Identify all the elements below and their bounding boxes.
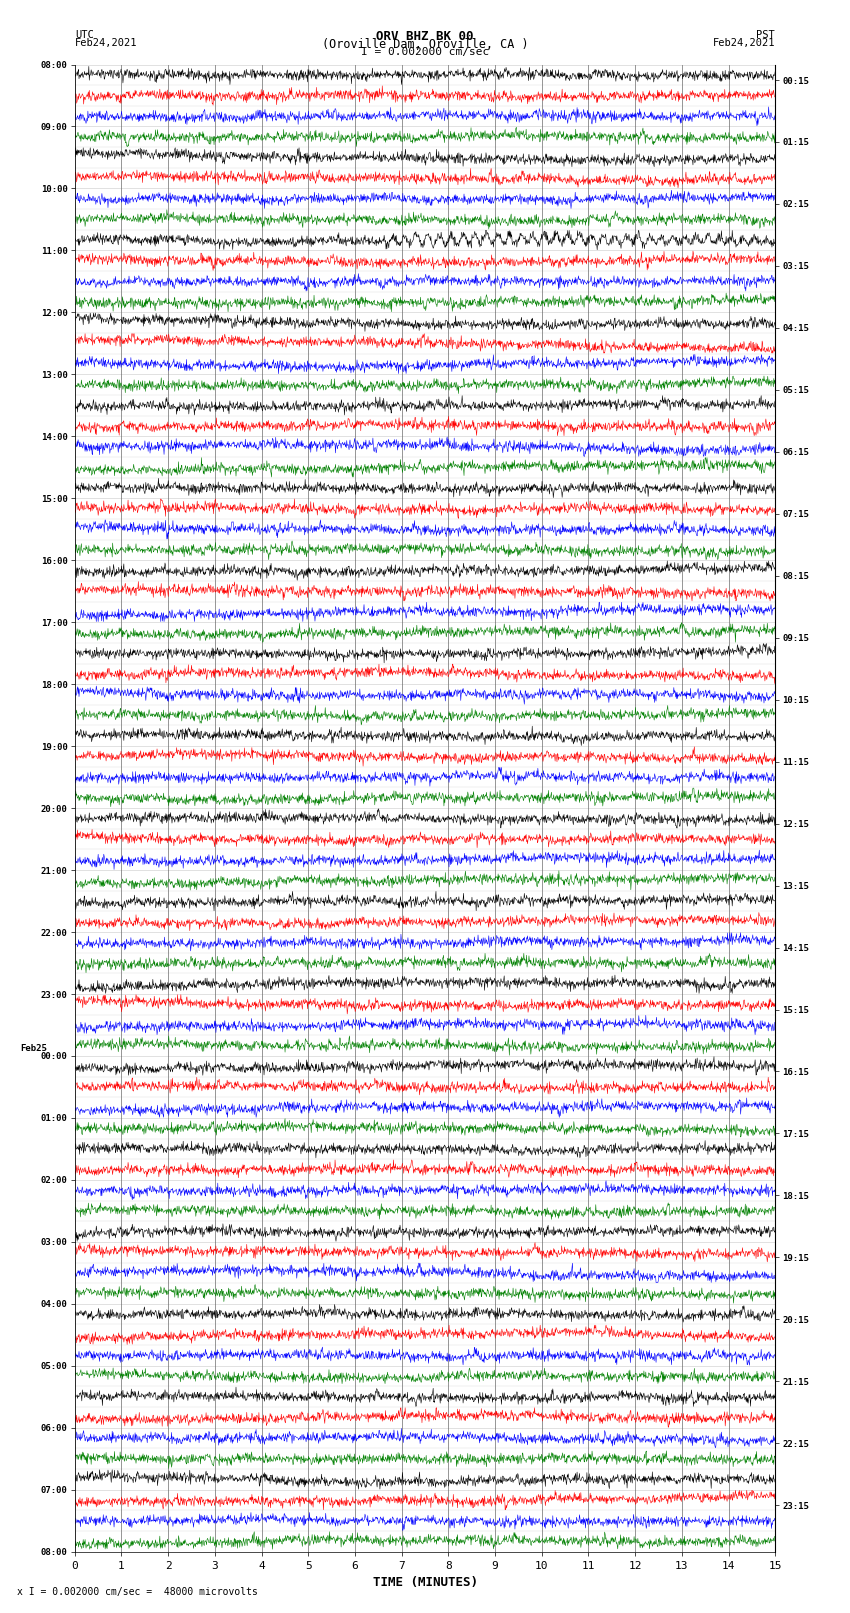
Text: Feb24,2021: Feb24,2021: [712, 39, 775, 48]
Text: UTC: UTC: [75, 31, 94, 40]
Text: x I = 0.002000 cm/sec =  48000 microvolts: x I = 0.002000 cm/sec = 48000 microvolts: [17, 1587, 258, 1597]
Text: PST: PST: [756, 31, 775, 40]
Text: ORV BHZ BK 00: ORV BHZ BK 00: [377, 31, 473, 44]
Text: (Oroville Dam, Oroville, CA ): (Oroville Dam, Oroville, CA ): [321, 39, 529, 52]
Text: I = 0.002000 cm/sec: I = 0.002000 cm/sec: [361, 47, 489, 56]
Text: Feb24,2021: Feb24,2021: [75, 39, 138, 48]
Text: Feb25: Feb25: [20, 1044, 47, 1053]
X-axis label: TIME (MINUTES): TIME (MINUTES): [372, 1576, 478, 1589]
